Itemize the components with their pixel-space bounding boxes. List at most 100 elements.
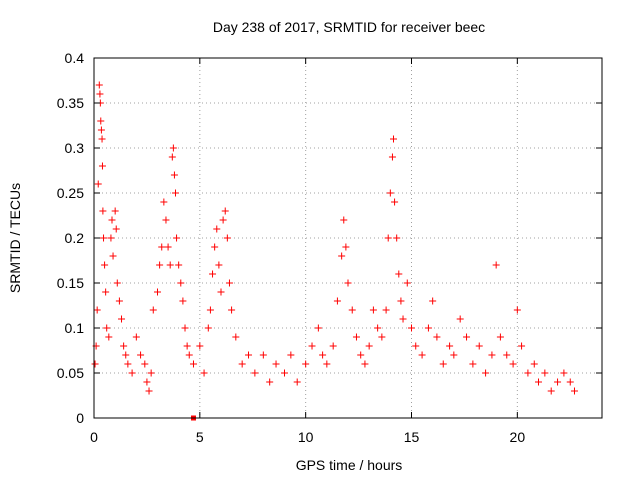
data-point	[399, 315, 407, 323]
data-point	[98, 162, 106, 170]
data-point	[348, 306, 356, 314]
data-point	[463, 333, 471, 341]
data-point	[154, 288, 161, 296]
data-point	[196, 342, 204, 350]
data-point	[513, 306, 521, 314]
data-point	[395, 270, 403, 278]
data-point	[397, 297, 405, 305]
data-point	[357, 351, 365, 359]
data-point	[94, 180, 102, 188]
data-point	[524, 369, 532, 377]
data-point	[97, 126, 105, 134]
data-point	[361, 360, 369, 368]
data-point	[390, 135, 398, 143]
y-tick-label: 0.35	[57, 95, 84, 111]
data-point	[166, 261, 174, 269]
data-point	[108, 216, 116, 224]
data-point	[132, 333, 140, 341]
data-point	[96, 90, 104, 98]
data-point	[109, 252, 117, 260]
data-point	[107, 234, 115, 242]
data-point	[171, 189, 179, 197]
x-tick-label: 10	[298, 429, 314, 445]
data-point	[156, 261, 164, 269]
data-point	[211, 243, 219, 251]
data-point	[103, 324, 111, 332]
data-point	[223, 234, 231, 242]
data-point	[333, 297, 341, 305]
data-point	[112, 225, 120, 233]
data-point	[570, 387, 578, 395]
data-point	[338, 252, 346, 260]
data-point	[185, 351, 193, 359]
data-point	[386, 189, 394, 197]
data-point	[314, 324, 322, 332]
data-point	[365, 342, 373, 350]
data-point	[424, 324, 432, 332]
data-point	[115, 297, 123, 305]
data-point	[232, 333, 240, 341]
data-point	[128, 369, 136, 377]
data-point	[319, 351, 327, 359]
data-point	[221, 207, 229, 215]
data-point	[189, 360, 197, 368]
data-point	[393, 234, 401, 242]
data-point	[496, 333, 504, 341]
data-point	[329, 342, 337, 350]
data-point	[98, 135, 106, 143]
data-point	[403, 279, 411, 287]
data-point	[238, 360, 246, 368]
data-point	[225, 279, 233, 287]
data-point	[141, 360, 149, 368]
data-point	[200, 369, 208, 377]
data-point	[450, 351, 458, 359]
data-point	[266, 378, 274, 386]
data-point	[418, 351, 426, 359]
data-point	[162, 216, 170, 224]
x-tick-label: 20	[510, 429, 526, 445]
data-point	[293, 378, 301, 386]
data-point	[509, 360, 517, 368]
data-point	[99, 207, 107, 215]
data-point	[173, 234, 181, 242]
data-point	[287, 351, 295, 359]
chart-title: Day 238 of 2017, SRMTID for receiver bee…	[213, 19, 485, 35]
data-point	[488, 351, 496, 359]
data-point	[342, 243, 350, 251]
y-tick-label: 0.3	[65, 140, 85, 156]
data-point	[100, 234, 108, 242]
data-point	[492, 261, 500, 269]
data-point	[259, 351, 267, 359]
data-point	[429, 297, 437, 305]
data-point	[158, 243, 166, 251]
data-point	[503, 351, 511, 359]
data-point	[374, 324, 382, 332]
data-point	[149, 306, 157, 314]
data-point	[105, 333, 113, 341]
data-point	[412, 342, 420, 350]
data-point	[164, 243, 172, 251]
data-point	[384, 234, 392, 242]
x-tick-label: 0	[90, 429, 98, 445]
data-point	[113, 279, 121, 287]
data-point	[91, 360, 99, 368]
data-point	[118, 315, 126, 323]
y-tick-label: 0	[76, 410, 84, 426]
data-point	[179, 297, 187, 305]
data-point	[181, 324, 189, 332]
data-point	[228, 306, 236, 314]
data-point	[209, 270, 217, 278]
data-point	[378, 333, 386, 341]
data-point	[97, 117, 105, 125]
data-point	[482, 369, 490, 377]
data-point	[101, 261, 109, 269]
data-point	[272, 360, 280, 368]
data-point	[124, 360, 132, 368]
data-point	[554, 378, 562, 386]
data-point	[352, 333, 360, 341]
data-point	[145, 387, 153, 395]
data-point	[340, 216, 348, 224]
data-point	[456, 315, 464, 323]
